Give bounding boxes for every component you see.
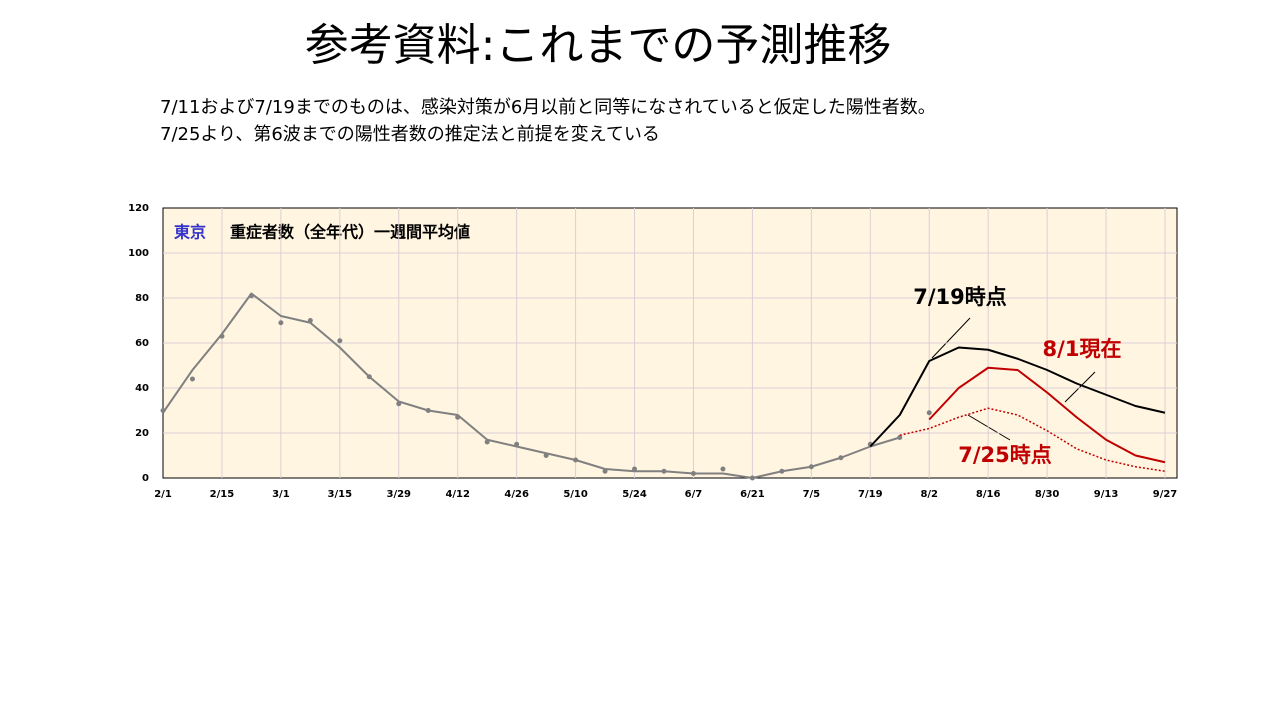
- series-line: [928, 366, 1166, 464]
- subtitle: 7/25より、第6波までの陽性者数の推定法と前提を変えている: [160, 124, 660, 145]
- x-tick-label: 3/15: [328, 489, 353, 500]
- series-label: 8/1現在: [1043, 337, 1122, 361]
- series-line: [899, 407, 1166, 472]
- y-tick-label: 20: [135, 428, 149, 439]
- data-point: [278, 320, 284, 326]
- x-tick-label: 5/24: [622, 489, 647, 500]
- y-tick-label: 60: [135, 338, 149, 349]
- x-tick-label: 8/2: [920, 489, 938, 500]
- region-label: 東京: [174, 223, 206, 242]
- x-tick-label: 7/19: [858, 489, 883, 500]
- x-tick-label: 8/30: [1035, 489, 1060, 500]
- y-tick-label: 0: [142, 473, 149, 484]
- x-tick-label: 8/16: [976, 489, 1001, 500]
- x-tick-label: 2/15: [210, 489, 235, 500]
- x-tick-label: 6/7: [685, 489, 703, 500]
- x-tick-label: 9/27: [1153, 489, 1178, 500]
- x-tick-label: 3/29: [386, 489, 411, 500]
- x-tick-label: 7/5: [803, 489, 821, 500]
- data-point: [337, 338, 343, 344]
- x-tick-label: 4/26: [504, 489, 529, 500]
- chart-title: 参考資料:これまでの予測推移: [305, 20, 892, 71]
- leader-line: [967, 414, 1011, 441]
- y-tick-label: 100: [128, 248, 149, 259]
- y-tick-label: 80: [135, 293, 149, 304]
- chart-label: 重症者数（全年代）一週間平均値: [230, 223, 470, 242]
- x-tick-label: 9/13: [1094, 489, 1119, 500]
- x-tick-label: 4/12: [445, 489, 470, 500]
- x-tick-label: 6/21: [740, 489, 765, 500]
- y-tick-label: 120: [128, 203, 149, 214]
- x-tick-label: 2/1: [154, 489, 172, 500]
- x-tick-label: 3/1: [272, 489, 290, 500]
- series-label: 7/19時点: [913, 285, 1007, 309]
- subtitle: 7/11および7/19までのものは、感染対策が6月以前と同等になされていると仮定…: [160, 97, 936, 118]
- series-label: 7/25時点: [958, 443, 1052, 467]
- series-line: [869, 346, 1166, 448]
- series-line: [162, 292, 901, 479]
- data-point: [926, 410, 932, 416]
- leader-line: [1064, 371, 1096, 403]
- data-point: [720, 466, 726, 472]
- leader-line: [931, 317, 971, 359]
- y-tick-label: 40: [135, 383, 149, 394]
- data-point: [189, 376, 195, 382]
- x-tick-label: 5/10: [563, 489, 588, 500]
